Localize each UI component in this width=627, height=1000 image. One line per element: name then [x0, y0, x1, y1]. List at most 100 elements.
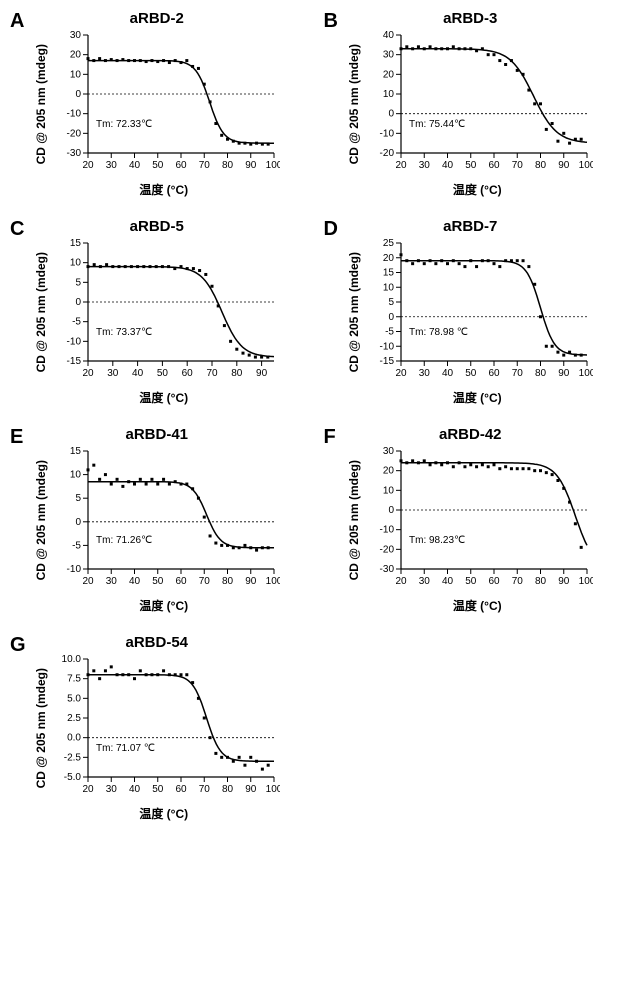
data-point	[203, 83, 206, 86]
data-point	[435, 47, 438, 50]
data-point	[148, 265, 151, 268]
data-point	[458, 461, 461, 464]
data-point	[580, 354, 583, 357]
x-tick-label: 60	[489, 160, 501, 171]
data-point	[197, 497, 200, 500]
y-tick-label: 5	[75, 277, 81, 288]
data-point	[237, 756, 240, 759]
x-tick-label: 20	[82, 576, 94, 587]
chart-wrap: aRBD-54CD @ 205 nm (mdeg)203040506070809…	[10, 634, 304, 822]
data-point	[111, 265, 114, 268]
y-tick-label: 7.5	[67, 674, 81, 685]
y-tick-label: -5	[72, 317, 81, 328]
data-point	[203, 516, 206, 519]
panel-letter: E	[10, 426, 23, 449]
data-point	[435, 461, 438, 464]
y-tick-label: 10	[383, 485, 395, 496]
data-point	[411, 47, 414, 50]
x-tick-label: 30	[107, 368, 119, 379]
data-point	[446, 262, 449, 265]
fit-curve	[88, 61, 274, 144]
data-point	[254, 356, 257, 359]
data-point	[516, 69, 519, 72]
x-tick-label: 70	[198, 784, 210, 795]
data-point	[470, 47, 473, 50]
data-point	[563, 132, 566, 135]
x-tick-label: 40	[442, 368, 454, 379]
data-point	[144, 60, 147, 63]
panel-e: EaRBD-41CD @ 205 nm (mdeg)20304050607080…	[10, 426, 304, 614]
chart-title: aRBD-5	[130, 218, 184, 235]
plot-row: CD @ 205 nm (mdeg)2030405060708090100-30…	[347, 445, 593, 595]
y-tick-label: 10.0	[61, 654, 81, 665]
chart-svg: 2030405060708090100-30-20-100102030Tm: 9…	[363, 445, 593, 595]
x-tick-label: 80	[222, 160, 234, 171]
data-point	[133, 677, 136, 680]
data-point	[487, 465, 490, 468]
data-point	[136, 265, 139, 268]
x-tick-label: 20	[82, 784, 94, 795]
x-tick-label: 50	[465, 160, 477, 171]
panel-letter: B	[324, 10, 338, 33]
y-tick-label: -10	[66, 336, 81, 347]
y-tick-label: 0	[389, 312, 395, 323]
data-point	[539, 469, 542, 472]
data-point	[266, 546, 269, 549]
data-point	[237, 142, 240, 145]
data-point	[551, 345, 554, 348]
data-point	[127, 480, 130, 483]
y-tick-label: -10	[380, 341, 395, 352]
data-point	[121, 673, 124, 676]
data-point	[400, 459, 403, 462]
x-tick-label: 80	[222, 576, 234, 587]
data-point	[255, 549, 258, 552]
data-point	[406, 259, 409, 262]
tm-label: Tm: 78.98 ℃	[409, 327, 468, 338]
y-tick-label: 10	[70, 69, 82, 80]
data-point	[98, 57, 101, 60]
data-point	[464, 465, 467, 468]
y-tick-label: 25	[383, 238, 395, 249]
svg-holder: 2030405060708090100-15-10-50510152025Tm:…	[363, 237, 593, 387]
x-axis-label: 温度 (°C)	[49, 181, 279, 198]
x-tick-label: 30	[419, 160, 431, 171]
y-tick-label: 0.0	[67, 733, 81, 744]
y-tick-label: 20	[383, 253, 395, 264]
chart-wrap: aRBD-42CD @ 205 nm (mdeg)203040506070809…	[324, 426, 618, 614]
y-tick-label: -2.5	[64, 752, 82, 763]
x-tick-label: 100	[579, 576, 593, 587]
data-point	[179, 673, 182, 676]
data-point	[92, 263, 95, 266]
svg-holder: 2030405060708090100-20-10010203040Tm: 75…	[363, 29, 593, 179]
x-tick-label: 20	[396, 368, 408, 379]
data-point	[504, 259, 507, 262]
data-point	[545, 345, 548, 348]
data-point	[464, 265, 467, 268]
y-tick-label: 10	[70, 470, 82, 481]
data-point	[214, 752, 217, 755]
data-point	[406, 45, 409, 48]
data-point	[423, 262, 426, 265]
chart-svg: 2030405060708090100-10-5051015Tm: 71.26℃	[50, 445, 280, 595]
x-tick-label: 60	[175, 160, 187, 171]
data-point	[255, 142, 258, 145]
x-tick-label: 20	[82, 368, 94, 379]
data-point	[214, 122, 217, 125]
x-tick-label: 50	[157, 368, 169, 379]
data-point	[481, 259, 484, 262]
y-tick-label: 5.0	[67, 693, 81, 704]
data-point	[117, 265, 120, 268]
data-point	[156, 483, 159, 486]
panel-a: AaRBD-2CD @ 205 nm (mdeg)203040506070809…	[10, 10, 304, 198]
plot-row: CD @ 205 nm (mdeg)2030405060708090100-15…	[347, 237, 593, 387]
x-tick-label: 80	[535, 576, 547, 587]
data-point	[411, 459, 414, 462]
x-tick-label: 90	[245, 784, 257, 795]
data-point	[168, 483, 171, 486]
data-point	[533, 283, 536, 286]
chart-wrap: aRBD-7CD @ 205 nm (mdeg)2030405060708090…	[324, 218, 618, 406]
chart-title: aRBD-7	[443, 218, 497, 235]
data-point	[580, 138, 583, 141]
data-point	[144, 483, 147, 486]
data-point	[504, 63, 507, 66]
